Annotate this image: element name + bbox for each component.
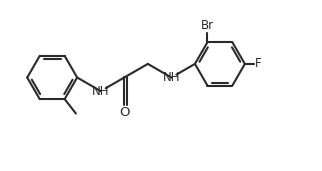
Text: O: O — [119, 106, 129, 119]
Text: NH: NH — [163, 71, 180, 84]
Text: Br: Br — [201, 19, 214, 32]
Text: NH: NH — [92, 85, 109, 98]
Text: F: F — [254, 57, 261, 70]
